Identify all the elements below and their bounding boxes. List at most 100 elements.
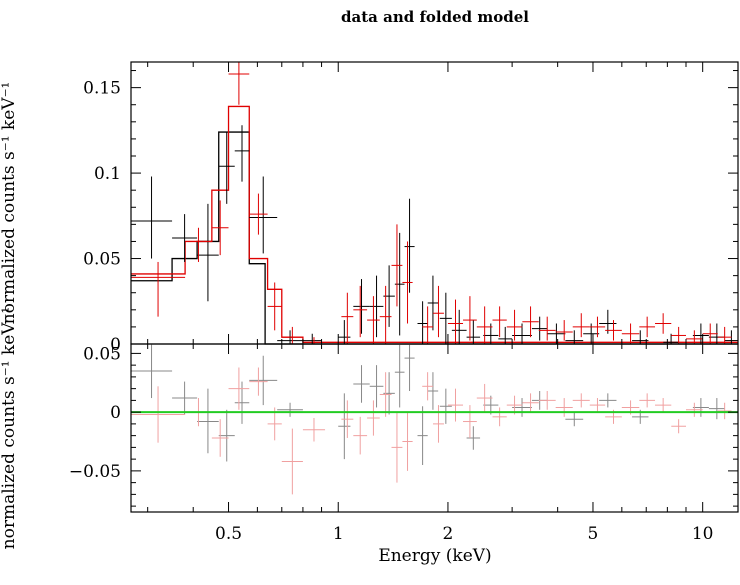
x-tick-label-1: 0.5	[215, 524, 242, 544]
residual-s2-1	[131, 386, 186, 443]
top-y-axis-label: normalized counts s⁻¹ keV⁻¹	[0, 82, 19, 325]
data-point-s2-25	[572, 313, 590, 338]
data-point-s1-10	[353, 279, 370, 334]
residual-s2-11	[367, 400, 380, 436]
data-point-s2-20	[492, 306, 507, 338]
residual-s1-22	[599, 393, 617, 408]
residual-s1-3	[197, 388, 219, 454]
data-point-s1-2	[172, 214, 198, 262]
data-point-s2-13	[391, 224, 403, 307]
x-tick-labels: 0.5 1 2 5 10	[215, 524, 713, 544]
bottom-ticks: −0.05 0 0.05	[69, 344, 738, 512]
data-point-s2-7	[281, 326, 303, 344]
y-tick-label-top-1: 0	[110, 335, 121, 355]
data-point-s2-18	[463, 296, 477, 341]
data-point-s2-29	[639, 316, 656, 338]
data-point-s2-14	[402, 241, 413, 324]
y-tick-label-top-2: 0.05	[83, 250, 121, 270]
residual-s2-4	[228, 367, 250, 410]
residual-s2-8	[302, 418, 326, 442]
residual-s1-15	[427, 372, 439, 410]
data-point-s2-2	[185, 227, 212, 262]
chart-title: data and folded model	[341, 8, 529, 26]
residual-s2-7	[281, 428, 303, 495]
data-point-s2-1	[131, 261, 186, 317]
data-point-s1-3	[197, 203, 219, 302]
x-tick-label-5: 10	[692, 524, 714, 544]
data-point-s1-13	[394, 232, 405, 336]
data-point-s2-34	[717, 326, 732, 344]
residual-s2-5	[249, 367, 268, 396]
residual-s2-14	[402, 412, 413, 471]
y-tick-label-top-3: 0.1	[94, 164, 121, 184]
data-point-s2-12	[379, 285, 392, 344]
residual-s2-26	[589, 398, 606, 413]
x-tick-label-2: 1	[333, 524, 344, 544]
model-step-series-2	[131, 105, 738, 343]
x-tick-label-3: 2	[443, 524, 454, 544]
top-data-points	[131, 62, 738, 345]
residual-points	[131, 344, 732, 495]
data-point-s2-6	[267, 282, 282, 331]
y-tick-label-top-4: 0.15	[83, 79, 121, 99]
top-model-steps	[131, 105, 738, 345]
residual-s2-13	[391, 412, 403, 483]
data-point-s2-22	[522, 306, 539, 338]
residual-s1-9	[353, 365, 370, 403]
data-point-s2-10	[353, 285, 368, 338]
data-point-s1-24	[547, 323, 566, 344]
residual-s1-10	[369, 365, 384, 408]
data-point-s1-29	[663, 333, 679, 344]
data-point-s1-21	[498, 326, 513, 344]
residual-s1-6	[249, 355, 278, 406]
data-point-s2-32	[686, 330, 703, 344]
data-point-s1-6	[249, 176, 278, 254]
residual-s2-15	[422, 372, 434, 401]
x-axis-label: Energy (keV)	[378, 546, 491, 566]
data-point-s2-23	[538, 316, 556, 341]
residual-s1-5	[234, 381, 250, 424]
residual-s2-33	[717, 402, 732, 420]
residual-s1-12	[394, 344, 405, 408]
residual-s2-32	[686, 402, 703, 417]
residual-s1-2	[172, 381, 198, 415]
y-tick-label-bot-3: 0.05	[83, 344, 121, 364]
residual-s1-11	[383, 372, 395, 415]
data-point-s1-23	[531, 316, 548, 341]
data-point-s2-9	[341, 292, 354, 344]
residual-s1-17	[466, 426, 481, 450]
top-ticks: 0 0.05 0.1 0.15	[83, 62, 738, 355]
top-panel: 0 0.05 0.1 0.15	[83, 61, 739, 355]
residual-s1-24	[692, 398, 709, 417]
data-point-s2-17	[447, 299, 464, 344]
residual-s2-22	[522, 393, 539, 413]
data-point-s2-4	[228, 62, 250, 105]
residual-s2-31	[671, 419, 687, 434]
residual-s2-3	[211, 419, 229, 457]
data-point-s1-11	[369, 275, 384, 338]
residual-s2-30	[655, 398, 672, 413]
data-point-s2-24	[555, 320, 573, 341]
residual-s1-7	[277, 402, 303, 417]
bottom-y-axis-label: normalized counts s⁻¹ keV⁻¹	[0, 307, 19, 550]
data-point-s2-3	[211, 200, 229, 256]
residual-s2-24	[555, 398, 573, 417]
data-point-s2-30	[655, 313, 672, 334]
y-tick-label-bot-1: −0.05	[69, 462, 121, 482]
residual-s2-17	[447, 388, 464, 422]
data-point-s2-28	[621, 323, 640, 344]
data-point-s1-19	[466, 320, 481, 344]
residual-s1-14	[417, 406, 428, 466]
data-point-s1-8	[302, 333, 322, 344]
bottom-panel-frame	[130, 343, 739, 513]
residual-s1-4	[218, 409, 235, 462]
data-point-s1-17	[439, 292, 452, 344]
data-point-s1-18	[451, 309, 467, 344]
data-point-s2-26	[589, 316, 606, 338]
residual-s1-19	[512, 398, 532, 417]
data-point-s1-14	[404, 198, 415, 293]
residual-s1-13	[404, 344, 415, 391]
data-point-s1-16	[427, 275, 439, 331]
data-point-s2-15	[422, 306, 434, 344]
